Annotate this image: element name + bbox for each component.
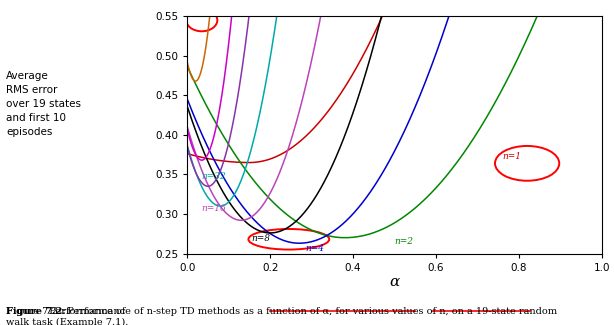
Text: n=8: n=8 xyxy=(252,234,271,243)
Text: Average
RMS error
over 19 states
and first 10
episodes: Average RMS error over 19 states and fir… xyxy=(6,71,81,137)
Text: n=4: n=4 xyxy=(305,244,324,253)
Text: Figure 7.2:: Figure 7.2: xyxy=(6,307,66,316)
Text: n=1: n=1 xyxy=(502,152,521,161)
Text: n=16: n=16 xyxy=(202,204,227,213)
Text: Figure 7.2:  Performance of n-step TD methods as a function of α, for various va: Figure 7.2: Performance of n-step TD met… xyxy=(6,307,558,325)
Text: n=32: n=32 xyxy=(202,172,227,181)
Text: n=2: n=2 xyxy=(395,237,413,246)
X-axis label: α: α xyxy=(389,275,400,289)
Text: Performance of: Performance of xyxy=(46,307,128,316)
